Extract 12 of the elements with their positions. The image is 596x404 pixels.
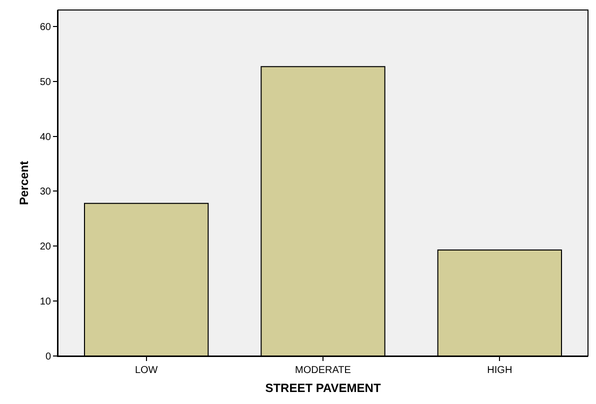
y-axis-title: Percent [17,160,32,206]
y-tick-label: 30 [40,186,52,198]
y-tick-label: 10 [40,296,52,308]
x-axis-title: STREET PAVEMENT [265,380,382,395]
y-tick-label: 0 [45,352,52,362]
x-tick-label: LOW [134,365,158,376]
x-tick-label: HIGH [487,365,512,376]
y-tick-label: 40 [40,132,52,143]
y-tick-label: 50 [40,76,52,88]
y-tick-label: 20 [40,242,52,253]
y-tick-label: 60 [40,22,52,33]
x-tick-label: MODERATE [295,365,352,376]
